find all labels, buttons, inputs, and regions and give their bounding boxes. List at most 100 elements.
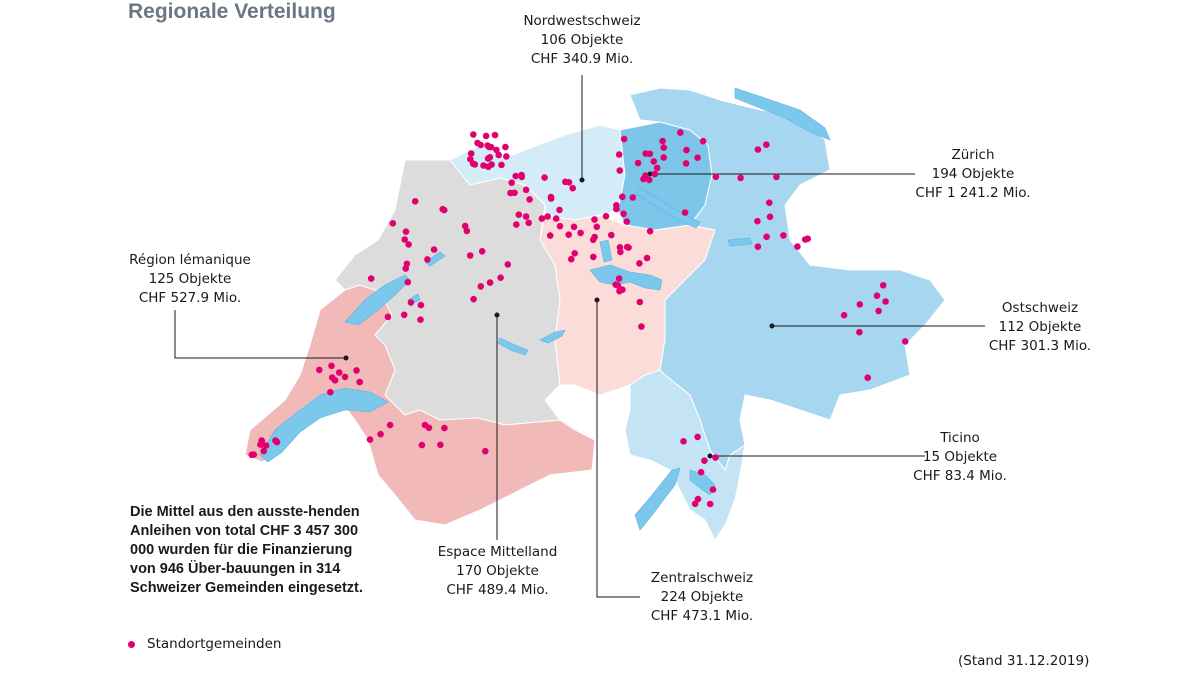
location-point — [502, 143, 509, 151]
location-point — [504, 261, 512, 268]
location-point — [620, 135, 628, 143]
location-point — [405, 241, 412, 248]
leader-line-lemanique — [174, 310, 346, 359]
location-point — [526, 196, 533, 203]
location-point — [260, 447, 268, 455]
location-point — [411, 198, 419, 205]
location-point — [694, 433, 701, 441]
location-point — [418, 441, 426, 449]
region-objects: 125 Objekte — [148, 271, 232, 287]
lake-lucerne — [589, 264, 663, 291]
lake-zurich — [635, 187, 701, 229]
location-point — [498, 161, 505, 169]
location-point — [485, 163, 492, 171]
location-point — [541, 174, 548, 181]
location-point — [335, 369, 343, 376]
location-point — [400, 311, 408, 319]
location-point — [497, 274, 504, 282]
location-point — [640, 175, 647, 183]
date-note: (Stand 31.12.2019) — [958, 653, 1090, 669]
location-point — [556, 206, 563, 214]
anchor-lemanique — [343, 355, 349, 361]
location-point — [645, 176, 653, 184]
lake-constance — [734, 87, 831, 141]
region-objects: 112 Objekte — [998, 319, 1082, 335]
lake-maggiore — [634, 467, 681, 531]
region-label-ticino: Ticino 15 Objekte CHF 83.4 Mio. — [905, 429, 1015, 486]
location-point — [562, 178, 569, 186]
location-point — [495, 151, 503, 159]
lake-zug — [599, 239, 613, 263]
region-label-mittelland: Espace Mittelland 170 Objekte CHF 489.4 … — [430, 543, 565, 600]
location-point — [547, 195, 555, 202]
location-point — [522, 213, 530, 220]
location-point — [316, 366, 323, 374]
location-points — [248, 129, 909, 508]
location-point — [570, 223, 578, 231]
location-point — [356, 378, 364, 386]
location-point — [513, 221, 520, 228]
location-point — [471, 161, 479, 168]
anchor-zentralschweiz — [594, 297, 600, 303]
anchor-nordwestschweiz — [579, 177, 585, 183]
location-point — [623, 218, 630, 225]
location-point — [659, 137, 666, 145]
location-point — [766, 199, 773, 206]
location-point — [511, 189, 518, 197]
location-point — [491, 131, 499, 139]
location-point — [638, 323, 645, 330]
location-point — [470, 295, 477, 303]
region-amount: CHF 83.4 Mio. — [913, 468, 1007, 484]
page-title: Regionale Verteilung — [128, 0, 336, 23]
region-label-ostschweiz: Ostschweiz 112 Objekte CHF 301.3 Mio. — [980, 299, 1100, 356]
location-point — [402, 265, 410, 272]
location-point — [377, 430, 384, 438]
location-point — [366, 436, 374, 443]
location-point — [577, 229, 584, 237]
legend: Standortgemeinden — [128, 636, 281, 652]
location-point — [653, 164, 661, 172]
location-point — [697, 468, 705, 476]
location-point — [804, 235, 811, 242]
location-point — [615, 151, 623, 158]
lake-walen — [727, 237, 753, 247]
location-point — [546, 232, 554, 239]
location-point — [565, 231, 572, 238]
location-point — [615, 275, 623, 282]
region-objects: 194 Objekte — [931, 166, 1015, 182]
leader-lines — [174, 75, 985, 598]
location-point — [571, 250, 578, 257]
location-point — [552, 215, 560, 222]
location-point — [677, 129, 684, 136]
location-point — [642, 150, 649, 157]
location-point — [650, 158, 658, 165]
location-point — [763, 233, 770, 241]
region-amount: CHF 473.1 Mio. — [650, 608, 754, 624]
region-amount: CHF 1 241.2 Mio. — [915, 185, 1031, 201]
location-point — [591, 216, 598, 223]
region-label-lemanique: Région lémanique 125 Objekte CHF 527.9 M… — [115, 251, 265, 308]
location-point — [591, 233, 598, 241]
location-point — [879, 282, 887, 289]
region-amount: CHF 301.3 Mio. — [988, 338, 1092, 354]
location-point — [486, 154, 494, 161]
legend-marker-icon — [128, 640, 135, 648]
location-point — [712, 454, 719, 461]
leader-line-zentralschweiz — [596, 300, 640, 598]
location-point — [694, 154, 701, 161]
location-point — [440, 206, 448, 214]
location-point — [608, 231, 615, 239]
location-point — [864, 374, 871, 382]
anchor-ticino — [707, 453, 713, 459]
location-point — [470, 131, 477, 138]
location-point — [486, 279, 494, 286]
location-point — [643, 254, 651, 262]
location-point — [508, 179, 515, 186]
location-point — [421, 421, 429, 429]
region-area-ostschweiz — [629, 87, 946, 472]
location-point — [389, 220, 397, 227]
location-point — [503, 153, 510, 160]
location-point — [754, 243, 762, 250]
location-point — [620, 210, 627, 218]
